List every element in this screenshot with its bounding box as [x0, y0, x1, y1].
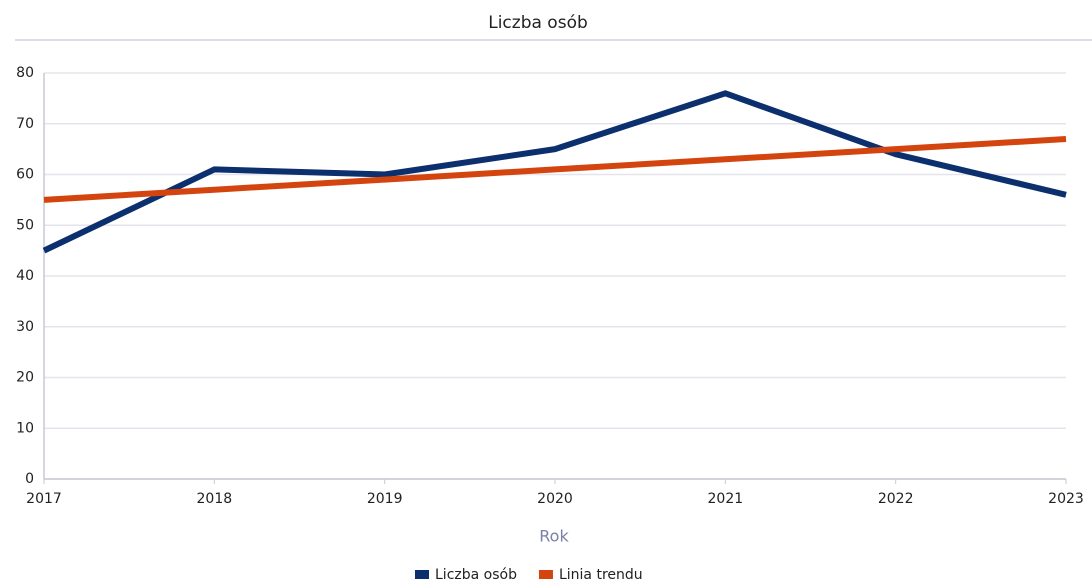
x-tick-label: 2020: [537, 491, 573, 507]
y-tick-label: 80: [16, 65, 34, 81]
x-tick-label: 2018: [197, 491, 233, 507]
x-tick-label: 2019: [367, 491, 403, 507]
series-line: [42, 90, 1067, 254]
y-tick-label: 70: [16, 116, 34, 132]
x-tick-label: 2017: [26, 491, 62, 507]
legend-label: Liczba osób: [435, 567, 517, 583]
legend-label: Linia trendu: [559, 567, 643, 583]
legend-swatch: [415, 570, 429, 579]
y-tick-label: 0: [25, 471, 34, 487]
x-tick-label: 2023: [1048, 491, 1084, 507]
x-tick-label: 2022: [878, 491, 914, 507]
x-axis-label: Rok: [539, 527, 569, 546]
y-tick-label: 20: [16, 370, 34, 386]
y-tick-label: 40: [16, 268, 34, 284]
y-tick-label: 60: [16, 167, 34, 183]
y-tick-label: 10: [16, 420, 34, 436]
chart-title: Liczba osób: [488, 13, 588, 33]
x-tick-label: 2021: [708, 491, 744, 507]
legend-swatch: [538, 570, 553, 579]
series-line: [43, 135, 1067, 203]
y-tick-label: 30: [16, 319, 34, 335]
y-tick-label: 50: [16, 217, 34, 233]
